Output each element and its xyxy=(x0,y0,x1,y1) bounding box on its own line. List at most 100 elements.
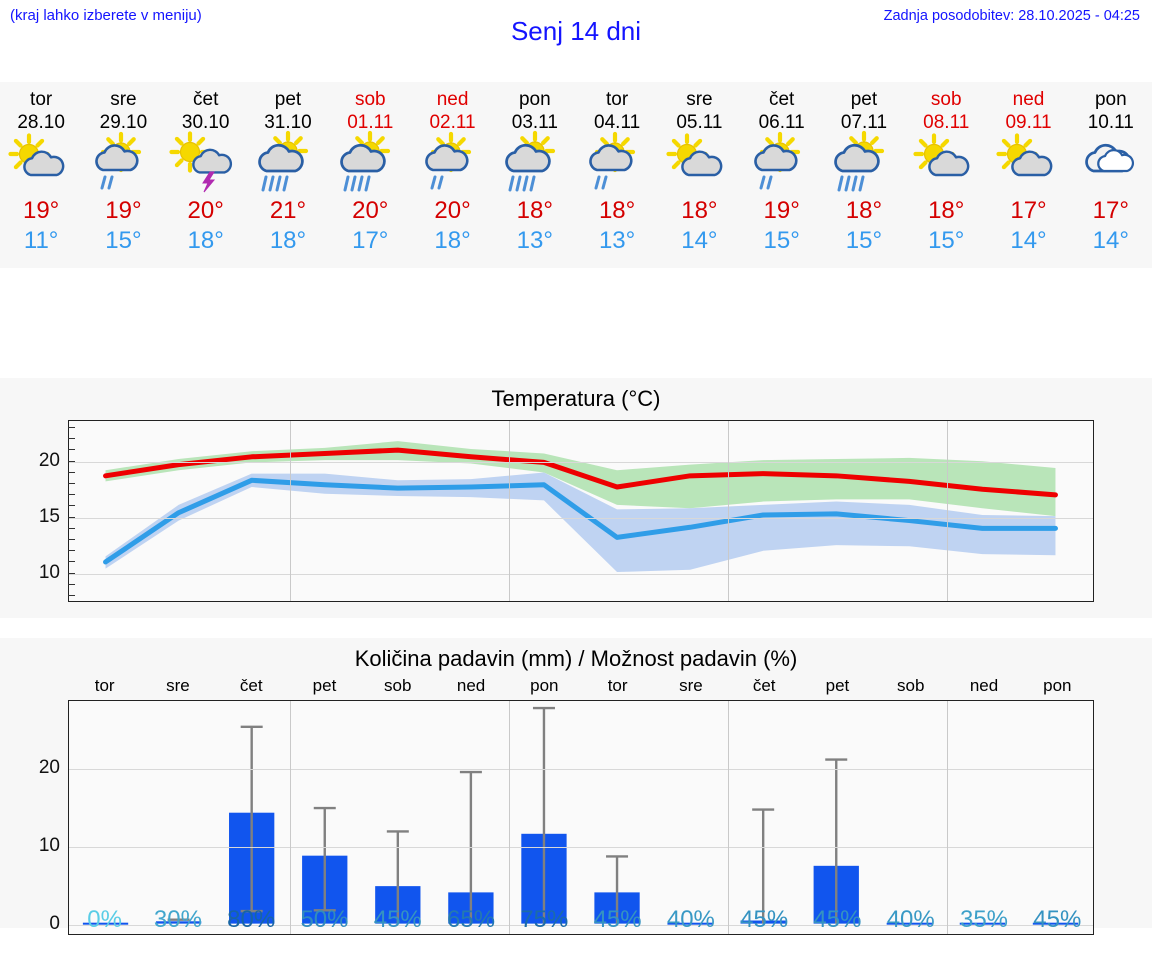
day-date-label: 03.11 xyxy=(511,112,558,133)
precipitation-probability-label: 0% xyxy=(87,906,122,933)
min-temperature-value: 15° xyxy=(845,227,883,254)
day-date-label: 08.11 xyxy=(923,112,970,133)
min-temperature-value: 14° xyxy=(681,227,718,254)
sun-cloud-rain-icon xyxy=(577,131,657,194)
day-of-week-label: sob xyxy=(930,89,962,110)
precipitation-y-tick-label: 0 xyxy=(49,913,60,935)
page-title: Senj 14 dni xyxy=(510,16,642,46)
precipitation-probability-label: 30% xyxy=(153,906,202,933)
precipitation-probability-label: 75% xyxy=(520,906,569,933)
precipitation-bar xyxy=(82,922,129,925)
precipitation-probability-label: 45% xyxy=(373,906,422,933)
min-temperature-value: 14° xyxy=(1010,227,1047,254)
precipitation-chart: Količina padavin (mm) / Možnost padavin … xyxy=(0,638,1152,935)
sun-cloud-rain-icon xyxy=(742,131,822,194)
day-column[interactable]: tor 28.10 19° 11° xyxy=(0,82,82,268)
sun-cloud-storm-icon xyxy=(166,131,246,194)
max-temperature-value: 18° xyxy=(845,197,883,224)
precipitation-probability-label: 50% xyxy=(300,906,349,933)
precipitation-error-bar xyxy=(606,855,629,924)
max-temperature-value: 19° xyxy=(105,197,142,224)
day-column[interactable]: ned 09.11 17° 14° xyxy=(987,82,1069,268)
max-temperature-value: 19° xyxy=(763,197,800,224)
day-date-label: 29.10 xyxy=(99,112,148,133)
precipitation-chart-title: Količina padavin (mm) / Možnost padavin … xyxy=(354,646,798,671)
sun-cloud-icon xyxy=(659,133,739,194)
max-temperature-value: 18° xyxy=(598,197,636,224)
y-axis-minor-tick xyxy=(68,494,75,496)
sun-cloud-icon xyxy=(989,133,1069,194)
gridline-vertical xyxy=(728,421,730,601)
y-axis-minor-tick xyxy=(68,471,75,473)
day-of-week-label: čet xyxy=(193,89,219,110)
y-axis-minor-tick xyxy=(68,594,75,596)
min-temperature-value: 15° xyxy=(105,227,142,254)
location-menu-note[interactable]: (kraj lahko izberete v meniju) xyxy=(10,7,202,24)
precipitation-day-label: tor xyxy=(94,676,115,695)
day-of-week-label: pet xyxy=(274,89,302,110)
day-date-label: 10.11 xyxy=(1087,112,1134,133)
day-of-week-label: ned xyxy=(436,89,469,110)
day-of-week-label: sre xyxy=(686,89,713,110)
day-column[interactable]: ned 02.11 20° 18° xyxy=(411,82,493,268)
temperature-y-tick-label: 15 xyxy=(38,505,60,527)
y-axis-minor-tick xyxy=(68,550,75,552)
day-date-label: 02.11 xyxy=(429,112,476,133)
temperature-y-tick-label: 10 xyxy=(38,561,60,583)
min-temperature-value: 11° xyxy=(23,227,59,254)
day-column[interactable]: čet 06.11 19° 15° xyxy=(741,82,823,268)
day-column[interactable]: pon 03.11 18° 13° xyxy=(494,82,576,268)
max-temperature-value: 20° xyxy=(187,197,224,224)
precipitation-day-label: sre xyxy=(679,676,703,695)
gridline-horizontal xyxy=(69,925,1093,927)
day-column[interactable]: sre 05.11 18° 14° xyxy=(658,82,740,268)
gridline-horizontal xyxy=(69,573,1093,575)
max-temperature-value: 18° xyxy=(681,197,718,224)
sun-cloud-rain-heavy-icon xyxy=(330,130,410,194)
max-temperature-value: 18° xyxy=(928,197,965,224)
day-column[interactable]: tor 04.11 18° 13° xyxy=(576,82,658,268)
day-date-label: 06.11 xyxy=(758,112,805,133)
day-of-week-label: ned xyxy=(1012,89,1045,110)
precipitation-probability-label: 40% xyxy=(886,906,935,933)
sun-cloud-rain-icon xyxy=(83,131,163,194)
day-date-label: 07.11 xyxy=(840,112,888,133)
max-temperature-value: 20° xyxy=(434,197,471,224)
day-column[interactable]: sre 29.10 19° 15° xyxy=(82,82,164,268)
gridline-vertical xyxy=(289,421,291,601)
y-axis-minor-tick xyxy=(68,460,75,462)
day-column[interactable]: pet 07.11 18° 15° xyxy=(823,82,905,268)
max-temperature-value: 19° xyxy=(22,197,60,224)
precipitation-plot-area xyxy=(68,700,1094,935)
sun-cloud-icon xyxy=(906,133,986,194)
min-temperature-value: 15° xyxy=(763,227,800,254)
sun-cloud-rain-heavy-icon xyxy=(248,130,328,194)
day-column[interactable]: pon 10.11 17° 14° xyxy=(1070,82,1152,268)
precipitation-y-tick-label: 10 xyxy=(38,835,60,856)
day-column[interactable]: sob 01.11 20° 17° xyxy=(329,82,411,268)
day-column[interactable]: sob 08.11 18° 15° xyxy=(905,82,987,268)
day-of-week-label: pon xyxy=(1094,89,1127,110)
min-temperature-value: 18° xyxy=(434,227,471,254)
gridline-vertical xyxy=(947,701,949,934)
day-date-label: 31.10 xyxy=(264,112,312,133)
min-temperature-value: 18° xyxy=(187,227,224,254)
gridline-horizontal xyxy=(69,768,1093,770)
day-column[interactable]: čet 30.10 20° 18° xyxy=(165,82,247,268)
day-of-week-label: tor xyxy=(606,89,629,110)
gridline-vertical xyxy=(947,421,949,601)
precipitation-probability-label: 45% xyxy=(593,906,642,933)
y-axis-minor-tick xyxy=(68,438,75,440)
temperature-line-1 xyxy=(103,477,1058,565)
y-axis-minor-tick xyxy=(68,483,75,485)
temperature-y-tick-label: 20 xyxy=(38,449,60,471)
gridline-horizontal xyxy=(69,517,1093,519)
temperature-line-0 xyxy=(103,447,1058,498)
precipitation-day-labels: tor sre čet pet sob ned pon tor sre čet pet sob ned p… xyxy=(68,676,1094,696)
precipitation-probability-row: 0% 30% 80% 50% 45% 65% 75% 45% 40% 45% 45% 40% 35% 45… xyxy=(68,906,1094,934)
last-updated-label: Zadnja posodobitev: 28.10.2025 - 04:25 xyxy=(883,8,1140,24)
min-temperature-value: 13° xyxy=(598,227,636,254)
daily-forecast-strip: tor 28.10 19° 11° sre 29.10 19° 15° čet 30.10 20° 1… xyxy=(0,82,1152,268)
day-column[interactable]: pet 31.10 21° 18° xyxy=(247,82,329,268)
y-axis-minor-tick xyxy=(68,505,75,507)
